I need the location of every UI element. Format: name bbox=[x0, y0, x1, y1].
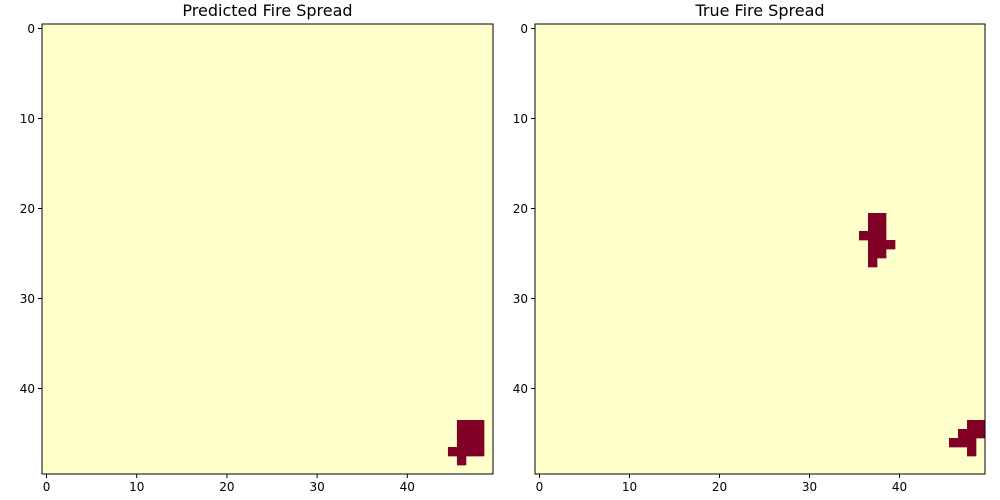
axes-frame bbox=[534, 23, 986, 475]
fire-cell bbox=[868, 213, 878, 223]
fire-cell bbox=[886, 240, 896, 250]
fire-cell bbox=[456, 420, 467, 430]
fire-cell bbox=[868, 249, 878, 259]
x-tick-label: 40 bbox=[400, 480, 415, 494]
chart-title: Predicted Fire Spread bbox=[182, 1, 352, 20]
fire-cell bbox=[958, 429, 968, 439]
y-tick-label: 40 bbox=[20, 382, 35, 396]
x-tick-label: 20 bbox=[712, 480, 727, 494]
fire-cell bbox=[868, 258, 878, 268]
axes-frame bbox=[41, 23, 494, 475]
x-tick-label: 30 bbox=[309, 480, 324, 494]
axis-ticks: 0 10 20 30 40 0 10 20 30 40 bbox=[513, 22, 907, 494]
predicted-fire-spread-panel: Predicted Fire Spread 0 10 20 30 40 0 10 20 30 40 bbox=[20, 1, 494, 494]
x-tick-label: 0 bbox=[43, 480, 51, 494]
fire-cell bbox=[465, 420, 476, 430]
fire-cell bbox=[868, 222, 878, 232]
y-tick-label: 30 bbox=[20, 292, 35, 306]
fire-cell bbox=[877, 249, 887, 259]
x-tick-label: 30 bbox=[802, 480, 817, 494]
x-tick-label: 0 bbox=[536, 480, 544, 494]
x-tick-label: 10 bbox=[129, 480, 144, 494]
y-tick-label: 40 bbox=[513, 382, 528, 396]
fire-cell bbox=[474, 447, 485, 457]
fire-cell bbox=[967, 420, 977, 430]
heatmap-cells bbox=[41, 23, 494, 475]
y-tick-label: 20 bbox=[513, 202, 528, 216]
x-tick-label: 20 bbox=[219, 480, 234, 494]
fire-cell bbox=[877, 240, 887, 250]
fire-cell bbox=[465, 438, 476, 448]
fire-cell bbox=[958, 438, 968, 448]
fire-cell bbox=[868, 240, 878, 250]
heatmap-cells bbox=[534, 23, 986, 475]
fire-cell bbox=[967, 429, 977, 439]
fire-cell bbox=[976, 420, 986, 430]
chart-title: True Fire Spread bbox=[694, 1, 824, 20]
fire-cell bbox=[456, 429, 467, 439]
heatmap-background bbox=[535, 24, 985, 474]
fire-cell bbox=[456, 456, 467, 466]
fire-cell bbox=[868, 231, 878, 241]
fire-cell bbox=[859, 231, 869, 241]
y-tick-label: 30 bbox=[513, 292, 528, 306]
y-tick-label: 10 bbox=[20, 112, 35, 126]
fire-cell bbox=[967, 447, 977, 457]
fire-cell bbox=[474, 420, 485, 430]
fire-cell bbox=[877, 231, 887, 241]
y-tick-label: 20 bbox=[20, 202, 35, 216]
fire-cell bbox=[465, 447, 476, 457]
y-tick-label: 0 bbox=[27, 22, 35, 36]
true-fire-spread-panel: True Fire Spread 0 10 20 30 40 0 10 20 30 40 bbox=[513, 1, 986, 494]
fire-cell bbox=[447, 447, 458, 457]
fire-cell bbox=[474, 429, 485, 439]
x-tick-label: 10 bbox=[622, 480, 637, 494]
fire-cell bbox=[877, 213, 887, 223]
y-tick-label: 10 bbox=[513, 112, 528, 126]
fire-cell bbox=[877, 222, 887, 232]
fire-cell bbox=[465, 429, 476, 439]
fire-cell bbox=[949, 438, 959, 448]
axis-ticks: 0 10 20 30 40 0 10 20 30 40 bbox=[20, 22, 415, 494]
y-tick-label: 0 bbox=[520, 22, 528, 36]
fire-cell bbox=[456, 447, 467, 457]
fire-cell bbox=[976, 429, 986, 439]
fire-cell bbox=[474, 438, 485, 448]
x-tick-label: 40 bbox=[892, 480, 907, 494]
fire-cell bbox=[967, 438, 977, 448]
fire-cell bbox=[456, 438, 467, 448]
heatmap-background bbox=[42, 24, 493, 474]
